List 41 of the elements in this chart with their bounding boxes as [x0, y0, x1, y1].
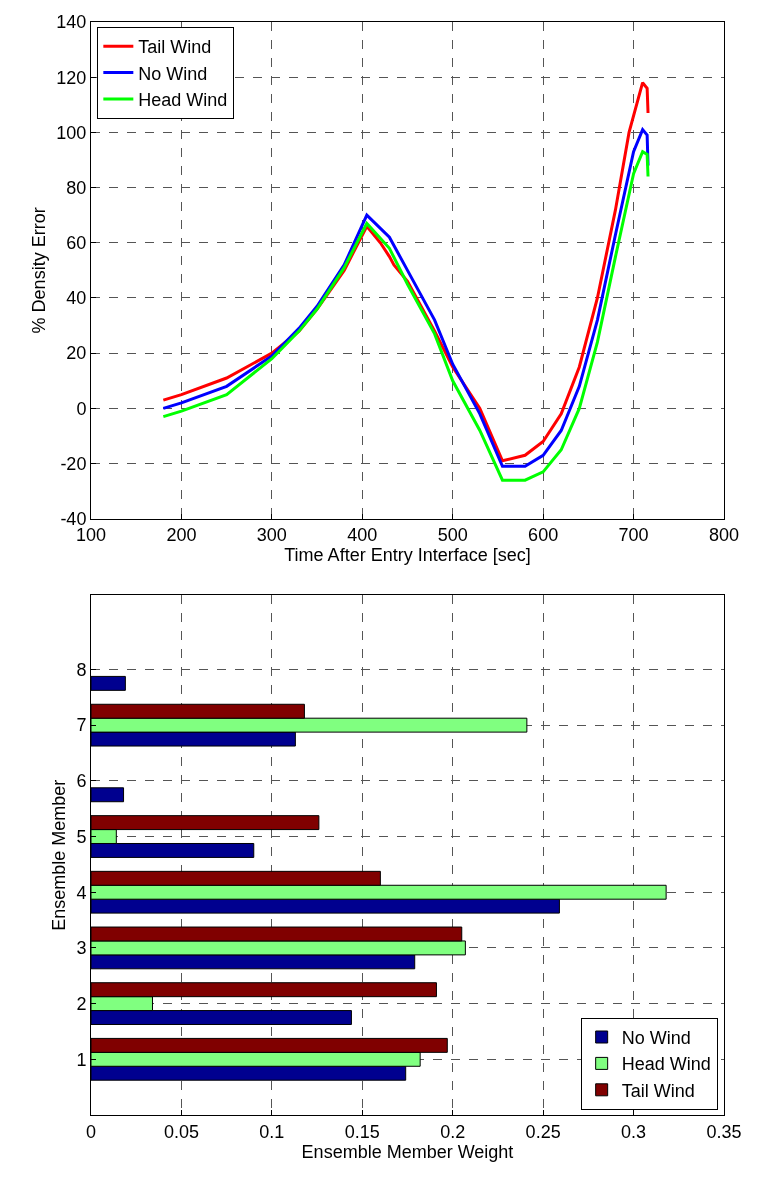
y-tick-label: 60 — [66, 233, 87, 254]
x-tick-label: 0.35 — [706, 1121, 742, 1142]
y-tick-label: 2 — [76, 993, 87, 1014]
legend-label: Head Wind — [138, 89, 228, 110]
y-tick-label: 140 — [56, 12, 87, 33]
y-tick-label: 7 — [76, 715, 87, 736]
legend-label: Tail Wind — [621, 1080, 695, 1101]
y-axis-title: Ensemble Member — [48, 779, 69, 931]
y-axis-title: % Density Error — [28, 207, 49, 334]
x-tick-label: 800 — [708, 525, 740, 546]
x-tick-label: 0.05 — [163, 1121, 199, 1142]
y-tick-label: 5 — [76, 826, 87, 847]
x-tick-label: 200 — [166, 525, 197, 546]
x-tick-label: 600 — [528, 525, 559, 546]
legend-label: No Wind — [621, 1028, 691, 1049]
x-tick-label: 0.3 — [621, 1121, 647, 1142]
y-tick-label: 100 — [56, 122, 87, 143]
x-axis-title: Time After Entry Interface [sec] — [284, 545, 531, 566]
x-tick-label: 500 — [437, 525, 468, 546]
x-tick-label: 0.15 — [344, 1121, 380, 1142]
y-tick-label: 80 — [66, 177, 87, 198]
y-tick-label: 40 — [66, 288, 87, 309]
y-tick-label: 1 — [76, 1049, 87, 1070]
x-tick-label: 0.1 — [259, 1121, 285, 1142]
x-tick-label: 300 — [256, 525, 287, 546]
x-tick-label: 400 — [347, 525, 378, 546]
legend-label: No Wind — [138, 63, 208, 84]
y-tick-label: 20 — [66, 343, 87, 364]
x-tick-label: 700 — [618, 525, 649, 546]
legend-label: Tail Wind — [138, 37, 212, 58]
y-tick-label: 120 — [56, 67, 87, 88]
y-tick-label: -20 — [60, 453, 87, 474]
y-tick-label: 3 — [76, 938, 87, 959]
x-tick-label: 0.2 — [440, 1121, 466, 1142]
y-tick-label: 8 — [76, 659, 87, 680]
y-tick-label: 6 — [76, 771, 87, 792]
y-tick-label: 4 — [76, 882, 87, 903]
x-tick-label: 0.25 — [525, 1121, 561, 1142]
y-tick-label: 0 — [76, 398, 87, 419]
legend-label: Head Wind — [621, 1054, 711, 1075]
x-axis-title: Ensemble Member Weight — [301, 1141, 514, 1162]
